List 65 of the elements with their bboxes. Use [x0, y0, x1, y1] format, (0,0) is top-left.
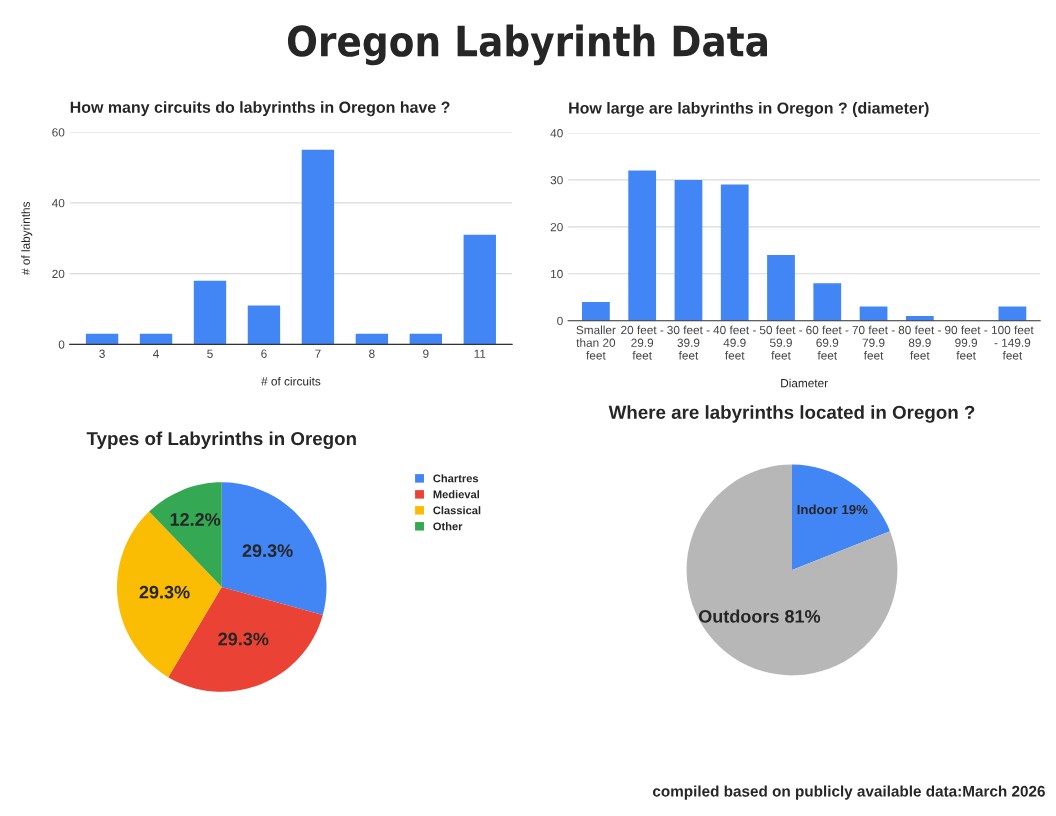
bar	[859, 306, 888, 321]
x-tick-label: 4	[153, 349, 159, 358]
bar	[463, 234, 496, 345]
data-label: 29.3%	[242, 544, 293, 558]
bar	[674, 179, 703, 321]
bar	[301, 149, 335, 345]
x-axis-title: # of circuits	[261, 376, 321, 386]
x-tick-label: 30 feet - 39.9 feet	[667, 325, 710, 360]
pie-slice	[221, 482, 327, 615]
legend-label: Chartres	[433, 474, 479, 483]
data-label: Outdoors 81%	[698, 609, 821, 623]
chart-title: How many circuits do labyrinths in Oregon have ?	[70, 101, 450, 117]
y-tick-label: 40	[550, 129, 563, 138]
x-tick-label: 50 feet - 59.9 feet	[759, 325, 803, 360]
bar	[582, 301, 610, 321]
legend-label: Medieval	[433, 490, 480, 499]
bar	[85, 333, 119, 345]
data-label: 12.2%	[170, 513, 221, 526]
y-tick-label: 0	[58, 340, 65, 349]
x-tick-label: 20 feet - 29.9 feet	[621, 325, 664, 360]
pie-slice	[792, 464, 891, 570]
bar	[998, 306, 1027, 321]
x-tick-label: 60 feet - 69.9 feet	[806, 325, 849, 360]
bar	[628, 170, 657, 321]
data-label: 29.3%	[139, 585, 190, 599]
y-tick-label: 10	[551, 269, 563, 279]
x-tick-label: 40 feet - 49.9 feet	[713, 325, 756, 360]
y-tick-label: 40	[51, 198, 65, 208]
bar	[247, 305, 281, 345]
y-axis-title: # of labyrinths	[21, 201, 33, 275]
y-tick-label: 60	[52, 128, 65, 137]
x-tick-label: 100 feet - 149.9 feet	[991, 325, 1034, 360]
y-tick-label: 0	[557, 316, 563, 326]
x-tick-label: 7	[315, 349, 321, 358]
y-tick-label: 20	[550, 222, 563, 232]
x-tick-label: Smaller than 20 feet	[576, 325, 616, 360]
x-tick-label: 3	[99, 349, 105, 358]
text: compiled based on publicly available data:March 2026	[652, 785, 1045, 800]
y-tick-label: 20	[52, 269, 65, 279]
bar	[193, 280, 227, 345]
x-tick-label: 11	[474, 349, 486, 358]
x-tick-label: 9	[423, 349, 429, 358]
legend-label: Other	[433, 522, 463, 531]
legend-label: Classical	[433, 506, 481, 515]
chart-title: How large are labyrinths in Oregon ? (diameter)	[569, 101, 929, 117]
x-tick-label: 5	[207, 349, 213, 358]
chart-title: Where are labyrinths located in Oregon ?	[608, 405, 975, 423]
chart-title: Types of Labyrinths in Oregon	[86, 431, 356, 450]
pie-slice	[686, 464, 898, 676]
text: Oregon Labyrinth Data	[287, 24, 767, 66]
x-tick-label: 90 feet - 99.9 feet	[945, 325, 988, 360]
bar	[767, 255, 795, 321]
data-label: Indoor 19%	[797, 504, 868, 515]
x-tick-label: 80 feet - 89.9 feet	[898, 325, 941, 360]
bar	[813, 283, 842, 321]
data-label: 29.3%	[218, 632, 269, 646]
x-tick-label: 6	[261, 349, 267, 358]
x-tick-label: 8	[369, 349, 375, 358]
bar	[355, 333, 389, 345]
bar	[720, 184, 749, 321]
x-axis-title: Diameter	[781, 378, 828, 388]
bar	[409, 333, 443, 345]
x-tick-label: 70 feet - 79.9 feet	[852, 325, 895, 360]
bar	[139, 333, 173, 345]
y-tick-label: 30	[550, 175, 563, 185]
